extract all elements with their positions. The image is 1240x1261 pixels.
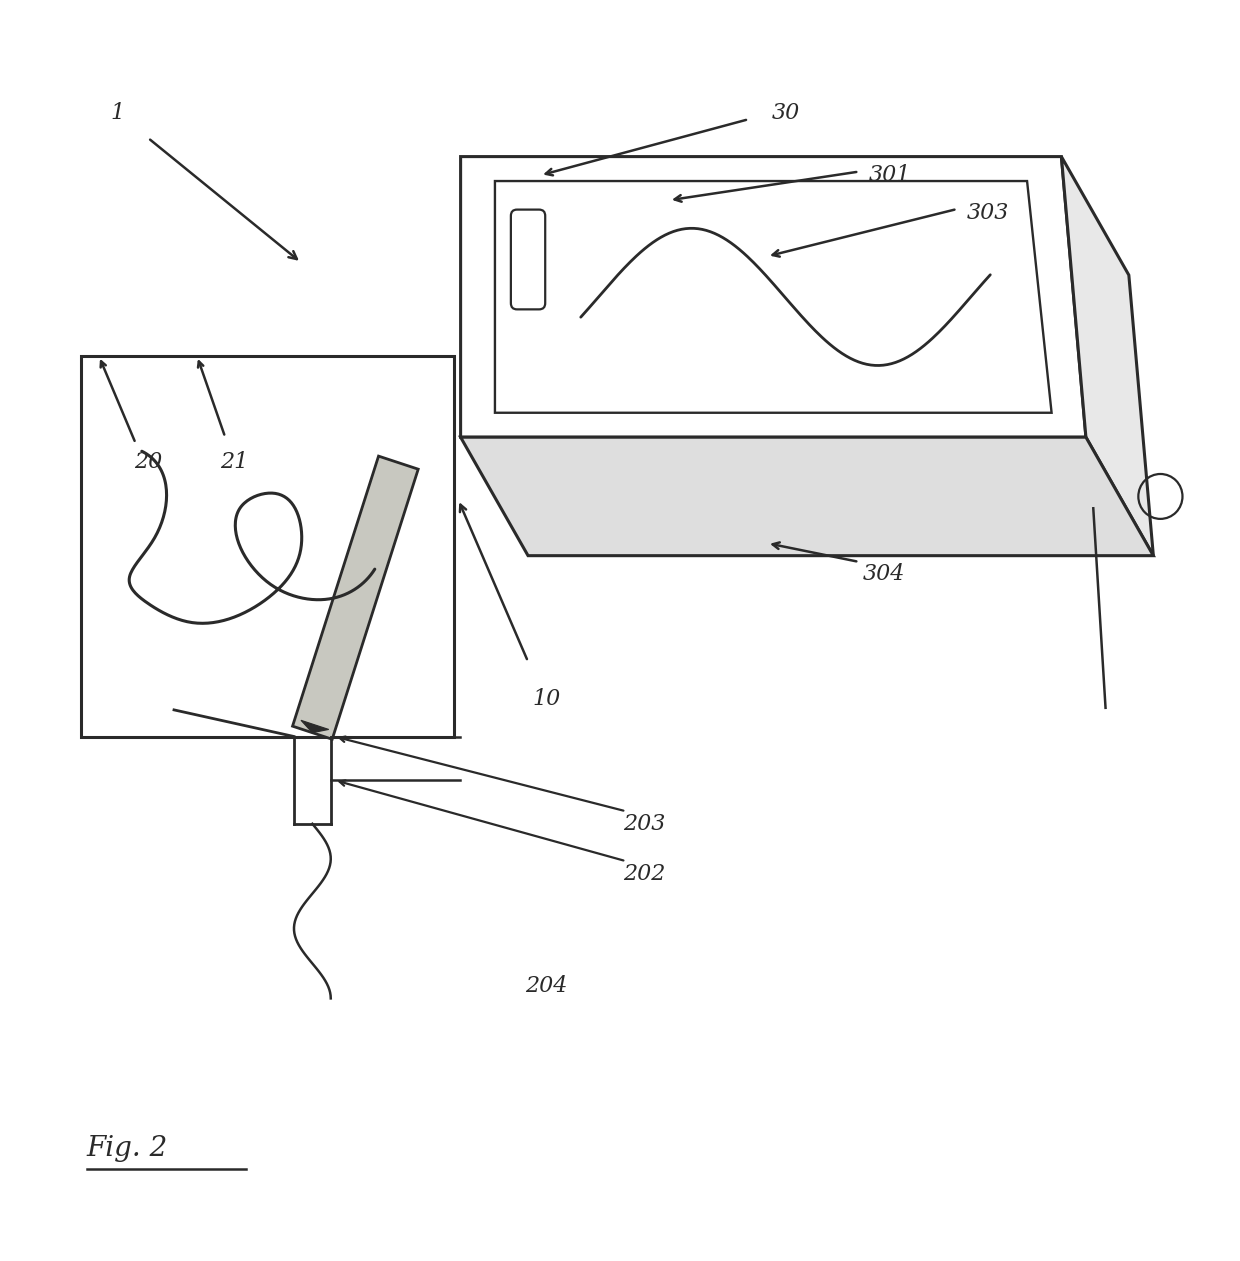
Text: 20: 20 [134,451,162,473]
Text: 203: 203 [624,813,666,835]
Text: 1: 1 [110,102,124,124]
Polygon shape [293,456,418,739]
Text: 304: 304 [863,564,905,585]
Polygon shape [1061,156,1153,556]
Polygon shape [460,438,1153,556]
Text: 21: 21 [219,451,248,473]
Text: 204: 204 [526,975,568,997]
Text: 30: 30 [771,102,800,124]
Text: 10: 10 [532,689,560,710]
Text: 303: 303 [967,202,1009,223]
Polygon shape [460,156,1086,438]
Text: Fig. 2: Fig. 2 [87,1135,167,1161]
Polygon shape [81,356,455,736]
Text: 301: 301 [868,164,911,187]
Text: 202: 202 [624,863,666,885]
Polygon shape [301,720,329,733]
